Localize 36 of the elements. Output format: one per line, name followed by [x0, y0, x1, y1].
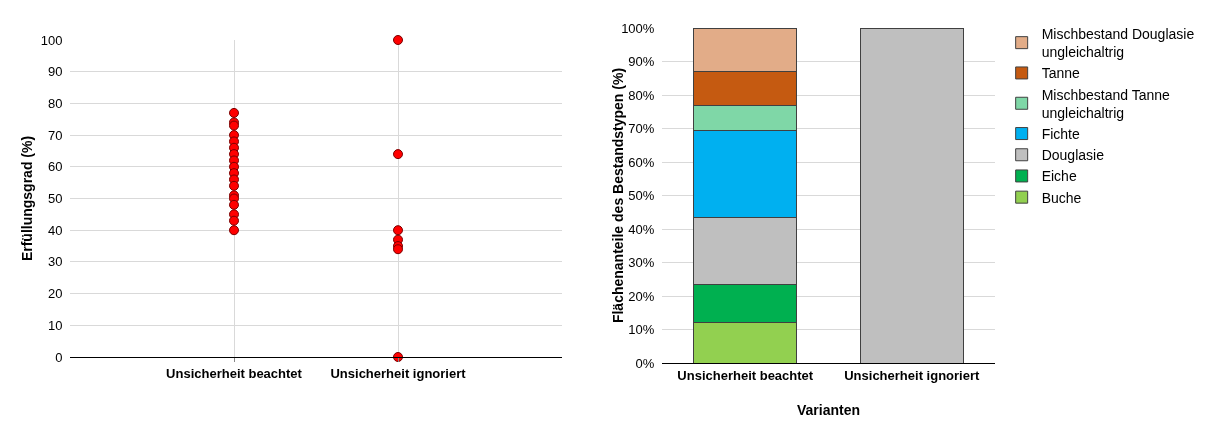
- y-axis-title: Flächenanteile des Bestandstypen (%): [610, 67, 627, 324]
- y-tick-label: 70%: [628, 121, 655, 137]
- y-tick-label: 0: [55, 349, 63, 365]
- legend-label: Tanne: [1041, 65, 1081, 82]
- legend-label: Mischbestand Douglasie ungleichaltrig: [1041, 26, 1195, 61]
- y-tick-label: 50: [47, 191, 63, 207]
- y-tick-label: 10: [47, 317, 63, 333]
- y-tick-label: 100: [40, 32, 63, 48]
- y-tick-label: 20%: [628, 288, 655, 304]
- y-tick-label: 60%: [628, 154, 655, 170]
- y-tick-label: 100%: [621, 20, 655, 36]
- y-tick-label: 80: [47, 95, 63, 111]
- y-tick-label: 90%: [628, 54, 655, 70]
- y-tick-label: 90: [47, 64, 63, 80]
- y-tick-label: 80%: [628, 87, 655, 103]
- y-tick-label: 40: [47, 222, 63, 238]
- y-tick-label: 60: [47, 159, 63, 175]
- x-tick-label: Unsicherheit beachtet: [677, 367, 814, 383]
- y-tick-label: 0%: [635, 355, 655, 371]
- y-tick-label: 70: [47, 127, 63, 143]
- y-tick-label: 20: [47, 286, 63, 302]
- y-tick-label: 30%: [628, 255, 655, 271]
- legend-label: Fichte: [1041, 126, 1080, 143]
- x-tick-label: Unsicherheit beachtet: [166, 365, 303, 381]
- x-tick-label: Unsicherheit ignoriert: [844, 367, 980, 383]
- x-tick-label: Unsicherheit ignoriert: [330, 365, 467, 381]
- legend-label: Eiche: [1041, 168, 1077, 185]
- legend-label: Mischbestand Tanne ungleichaltrig: [1041, 86, 1171, 121]
- x-axis-title: Varianten: [796, 402, 861, 418]
- y-tick-label: 40%: [628, 221, 655, 237]
- y-tick-label: 30: [47, 254, 63, 270]
- y-tick-label: 50%: [628, 188, 655, 204]
- legend-label: Douglasie: [1041, 147, 1105, 164]
- y-axis-title: Erfüllungsgrad (%): [19, 135, 35, 262]
- legend-label: Buche: [1041, 189, 1082, 206]
- y-tick-label: 10%: [628, 322, 655, 338]
